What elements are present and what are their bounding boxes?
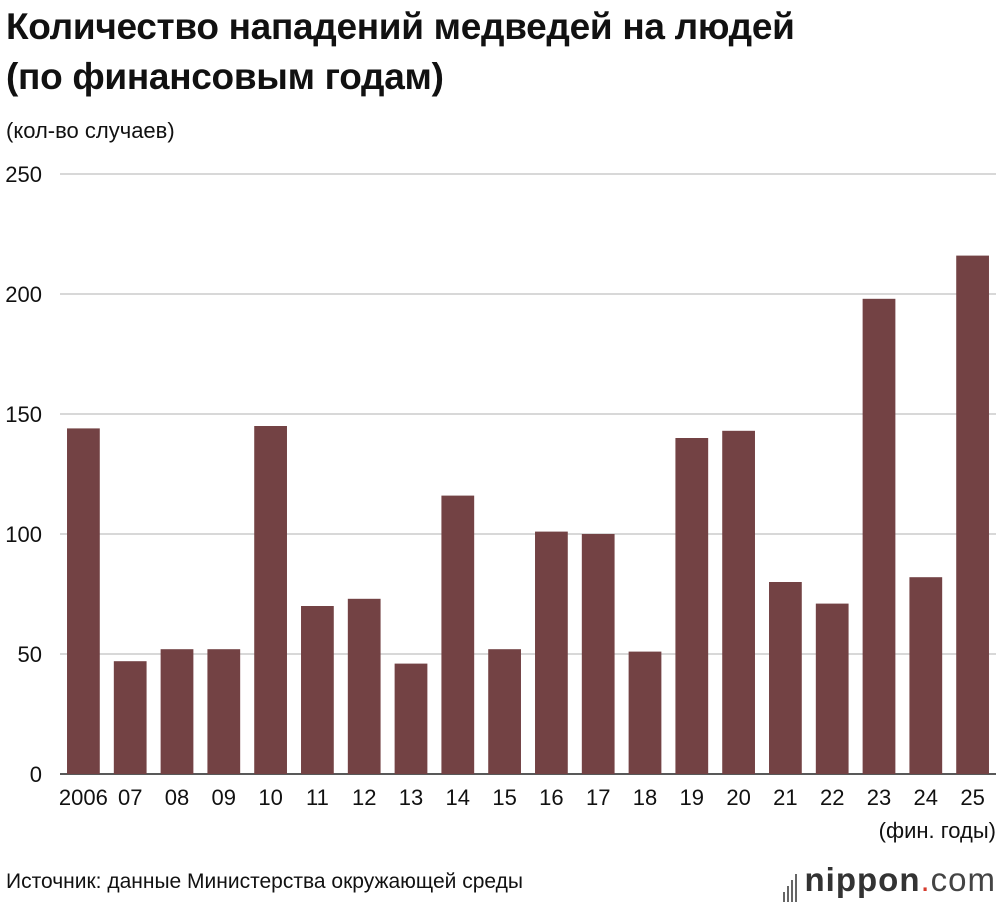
x-tick-label: 14 <box>446 785 470 810</box>
x-tick-label: 09 <box>212 785 236 810</box>
x-tick-label: 16 <box>539 785 563 810</box>
x-tick-label: 23 <box>867 785 891 810</box>
bar-25 <box>956 255 989 775</box>
bar-16 <box>535 531 568 774</box>
bar-10 <box>254 426 287 774</box>
bar-09 <box>207 649 241 774</box>
gridlines <box>60 173 996 775</box>
x-tick-label: 18 <box>633 785 657 810</box>
x-tick-label: 10 <box>258 785 282 810</box>
y-tick-label: 150 <box>5 402 42 427</box>
x-tick-label: 07 <box>118 785 142 810</box>
bar-20 <box>722 430 755 774</box>
y-axis-label: (кол-во случаев) <box>6 118 175 143</box>
bars <box>67 255 989 775</box>
bar-12 <box>347 598 381 774</box>
bar-14 <box>441 495 475 774</box>
x-tick-label: 17 <box>586 785 610 810</box>
x-tick-label: 11 <box>306 785 329 810</box>
x-tick-label: 24 <box>914 785 938 810</box>
x-tick-label: 12 <box>352 785 376 810</box>
bar-15 <box>488 649 521 774</box>
x-tick-label: 08 <box>165 785 189 810</box>
bar-2006 <box>67 428 100 774</box>
nippon-logo: nippon.com <box>782 860 996 902</box>
x-axis-label: (фин. годы) <box>878 818 996 843</box>
x-tick-label: 22 <box>820 785 844 810</box>
bar-13 <box>394 663 428 774</box>
logo-name: nippon <box>804 861 921 898</box>
bar-08 <box>160 649 194 774</box>
bar-22 <box>815 603 849 774</box>
y-tick-label: 100 <box>5 522 42 547</box>
bar-21 <box>769 582 802 774</box>
source-note: Источник: данные Министерства окружающей… <box>6 870 523 893</box>
bar-24 <box>909 577 943 774</box>
x-tick-label: 15 <box>492 785 516 810</box>
bar-19 <box>675 438 709 774</box>
x-tick-label: 25 <box>960 785 984 810</box>
x-tick-label: 13 <box>399 785 423 810</box>
chart-title-line1: Количество нападений медведей на людей <box>6 6 795 47</box>
logo-bars-icon <box>782 862 799 902</box>
y-tick-label: 0 <box>30 762 42 787</box>
tick-labels: 0 50 100 150 200 250 2006 07 08 09 10 11 12 13 14 15 16 1… <box>5 162 985 810</box>
chart-title: Количество нападений медведей на людей (… <box>6 2 795 102</box>
x-tick-label: 19 <box>680 785 704 810</box>
bar-23 <box>862 298 896 774</box>
y-tick-label: 250 <box>5 162 42 187</box>
x-tick-label: 21 <box>773 785 797 810</box>
y-tick-label: 50 <box>18 642 42 667</box>
y-tick-label: 200 <box>5 282 42 307</box>
bar-18 <box>628 651 662 774</box>
x-tick-label: 2006 <box>59 785 108 810</box>
x-tick-label: 20 <box>726 785 750 810</box>
logo-tld: com <box>930 861 996 898</box>
bar-11 <box>301 606 334 774</box>
logo-dot: . <box>920 861 931 898</box>
chart-title-line2: (по финансовым годам) <box>6 56 444 97</box>
bar-17 <box>581 534 615 774</box>
bar-07 <box>113 661 147 774</box>
